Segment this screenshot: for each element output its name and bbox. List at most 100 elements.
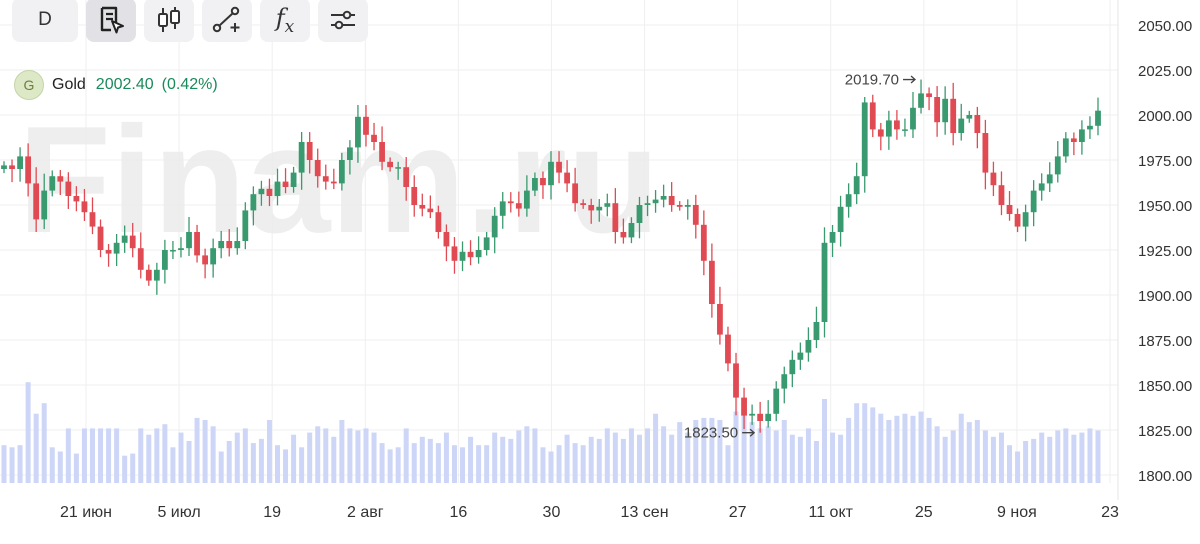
candle (628, 217, 635, 244)
volume-bar (974, 420, 980, 483)
volume-bar (49, 447, 55, 483)
candle (998, 171, 1005, 216)
candle (821, 227, 828, 338)
volume-bar (451, 445, 457, 483)
candle (475, 236, 482, 264)
volume-bar (813, 441, 819, 483)
candle (765, 400, 772, 428)
volume-bar (990, 436, 996, 483)
candle (1014, 208, 1021, 233)
candle (644, 195, 651, 217)
volume-bar (1087, 428, 1093, 483)
instrument-legend: G Gold 2002.40 (0.42%) (14, 70, 218, 100)
candle (105, 244, 112, 267)
volume-bar (910, 415, 916, 483)
candle (395, 161, 402, 180)
volume-bar (918, 411, 924, 483)
candle-type-button[interactable] (144, 0, 194, 42)
candle (274, 168, 281, 206)
volume-bar (765, 426, 771, 483)
volume-bar (41, 403, 47, 483)
candle (588, 198, 595, 224)
volume-bar (596, 438, 602, 483)
candle (266, 178, 273, 207)
candle (427, 195, 434, 219)
volume-bar (468, 436, 474, 483)
candle-type-icon (154, 5, 184, 35)
functions-button[interactable]: fx (260, 0, 310, 42)
indicators-button[interactable] (86, 0, 136, 42)
volume-bar (709, 417, 715, 483)
candle (41, 173, 48, 230)
volume-bar (186, 441, 192, 483)
volume-bar (162, 424, 168, 483)
volume-bar (822, 399, 827, 483)
candle (572, 167, 579, 212)
volume-bar (178, 432, 184, 483)
candle (57, 169, 64, 196)
candle (1095, 97, 1101, 136)
volume-bar (122, 455, 128, 483)
candle (717, 286, 723, 345)
candle (990, 161, 997, 197)
candle (507, 192, 514, 213)
candle (741, 387, 747, 430)
volume-bar (484, 445, 490, 483)
candle (869, 94, 876, 138)
candle (660, 184, 667, 208)
volume-bar (17, 445, 23, 483)
candle (845, 183, 852, 218)
period-selector-button[interactable]: D (12, 0, 78, 42)
candle (861, 97, 868, 193)
volume-bar (733, 411, 739, 483)
candle (435, 205, 442, 239)
volume-bar (1, 445, 7, 483)
volume-bar (717, 420, 723, 483)
arrow-icon (742, 428, 756, 437)
candle (877, 122, 884, 151)
volume-bar (339, 420, 345, 483)
volume-bar (580, 445, 586, 483)
volume-bar (950, 430, 956, 483)
volume-bar (1063, 428, 1069, 483)
volume-bar (492, 432, 498, 483)
volume-bar (435, 443, 441, 483)
fx-icon: fx (275, 3, 295, 37)
annotation-high: 2019.70 (845, 72, 917, 89)
candle (797, 342, 804, 370)
volume-bar (805, 428, 811, 483)
candle (934, 86, 941, 137)
x-axis: 21 июн 5 июл 19 2 авг 16 30 13 сен 27 11 окт 25 9 … (60, 504, 1119, 521)
volume-bar (307, 432, 313, 483)
drawing-tools-button[interactable] (202, 0, 252, 42)
candle (411, 175, 418, 217)
volume-bar (387, 449, 393, 483)
candle (186, 216, 192, 257)
volume-bar (982, 430, 988, 483)
candle (1006, 191, 1013, 221)
volume-bar (612, 432, 618, 483)
candle (129, 222, 136, 258)
candle (250, 186, 257, 226)
volume-bar (636, 434, 642, 483)
volume-bar (685, 432, 691, 483)
volume-bar (1039, 432, 1045, 483)
annotation-label: 2019.70 (845, 72, 899, 89)
volume-bar (403, 428, 409, 483)
instrument-name[interactable]: Gold (52, 76, 86, 93)
extreme-annotations: 2019.70 1823.50 (684, 72, 917, 442)
candle (749, 404, 755, 425)
y-tick-label: 2000.00 (1138, 108, 1192, 125)
candle (612, 188, 619, 244)
y-tick-label: 1950.00 (1138, 198, 1192, 215)
settings-button[interactable] (318, 0, 368, 42)
candle (282, 168, 289, 194)
volume-bar (628, 428, 634, 483)
candle (982, 119, 989, 190)
candle (298, 132, 305, 190)
volume-bar (146, 434, 152, 483)
volume-bar (749, 422, 755, 483)
volume-bar (443, 432, 449, 483)
candle (540, 171, 546, 199)
